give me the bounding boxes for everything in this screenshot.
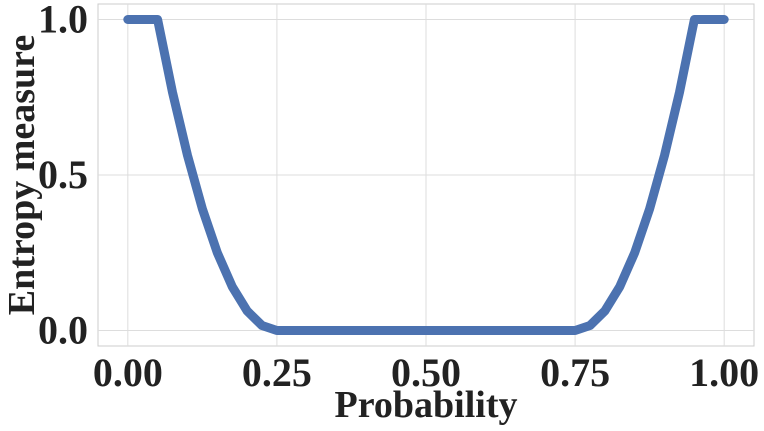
- x-axis-label: Probability: [335, 384, 518, 426]
- y-axis-label: Entropy measure: [1, 35, 43, 315]
- y-axis-ticks: 0.0 0.5 1.0: [38, 0, 88, 352]
- series-line: [123, 15, 729, 335]
- y-tick-label: 0.0: [38, 307, 88, 352]
- x-tick-label: 1.00: [689, 350, 759, 395]
- series-group: [123, 15, 729, 335]
- y-tick-label: 0.5: [38, 152, 88, 197]
- x-tick-label: 0.00: [93, 350, 163, 395]
- x-tick-label: 0.75: [540, 350, 610, 395]
- x-axis-ticks: 0.00 0.25 0.50 0.75 1.00: [93, 350, 759, 395]
- x-tick-label: 0.25: [242, 350, 312, 395]
- x-tick-label: 0.50: [391, 350, 461, 395]
- y-tick-label: 1.0: [38, 0, 88, 42]
